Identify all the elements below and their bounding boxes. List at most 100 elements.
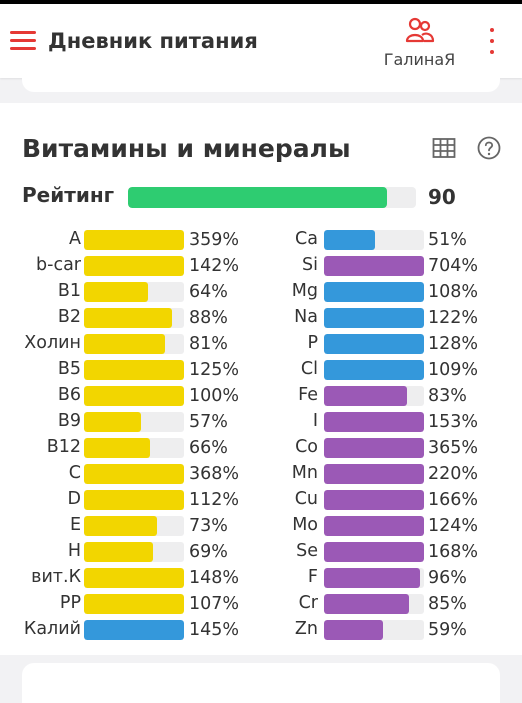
nutrient-percent: 57%: [189, 412, 228, 432]
nutrient-bar-fill: [84, 620, 184, 640]
nutrient-bar-fill: [84, 412, 141, 432]
nutrient-label: Mo: [292, 515, 318, 535]
nutrient-row: B1 64%: [0, 280, 522, 306]
nutrient-percent: 704%: [428, 256, 479, 276]
nutrient-bar: [324, 230, 424, 250]
nutrient-row: Mo 124%: [0, 514, 522, 540]
nutrient-row: Co 365%: [0, 436, 522, 462]
nutrient-bar-fill: [324, 412, 424, 432]
nutrient-row: F 96%: [0, 566, 522, 592]
nutrient-label: Fe: [298, 385, 318, 405]
nutrient-bar-fill: [84, 594, 184, 614]
nutrient-label: Zn: [294, 619, 318, 639]
nutrient-bar-fill: [324, 490, 424, 510]
nutrient-percent: 64%: [189, 282, 228, 302]
nutrient-row: A 359%: [0, 228, 522, 254]
nutrient-label: B2: [57, 307, 81, 327]
nutrient-label: Калий: [23, 619, 81, 639]
nutrient-label: Si: [302, 255, 318, 275]
vitamins-card: Витамины и минералы Рейтинг 90 A 359% b-ca…: [0, 103, 522, 655]
nutrient-bar: [324, 386, 424, 406]
nutrient-bar: [84, 568, 184, 588]
table-icon[interactable]: [432, 137, 456, 159]
nutrient-bar: [324, 282, 424, 302]
nutrient-bar: [84, 542, 184, 562]
nutrient-bar: [324, 256, 424, 276]
nutrient-label: A: [69, 229, 81, 249]
nutrient-bar: [84, 490, 184, 510]
nutrient-bar-fill: [84, 464, 184, 484]
nutrient-row: Si 704%: [0, 254, 522, 280]
menu-icon[interactable]: [10, 30, 36, 52]
nutrient-percent: 51%: [428, 230, 467, 250]
nutrient-bar-fill: [324, 230, 375, 250]
nutrient-percent: 368%: [189, 464, 240, 484]
nutrient-percent: 128%: [428, 334, 479, 354]
help-icon[interactable]: [477, 136, 501, 160]
nutrient-row: Fe 83%: [0, 384, 522, 410]
nutrient-bar-fill: [84, 360, 184, 380]
nutrient-row: Cu 166%: [0, 488, 522, 514]
nutrient-percent: 73%: [189, 516, 228, 536]
nutrient-bar: [324, 334, 424, 354]
nutrient-percent: 96%: [428, 568, 467, 588]
nutrient-label: I: [312, 411, 318, 431]
nutrient-bar-fill: [324, 620, 383, 640]
nutrient-percent: 83%: [428, 386, 467, 406]
user-name: ГалинаЯ: [383, 50, 456, 69]
nutrient-bar: [324, 412, 424, 432]
nutrient-label: b-car: [36, 255, 81, 275]
nutrient-bar-fill: [84, 490, 184, 510]
nutrient-bar-fill: [84, 542, 153, 562]
rating-bar: [128, 187, 416, 208]
nutrient-label: Холин: [24, 333, 81, 353]
nutrient-label: Na: [294, 307, 318, 327]
user-switch-button[interactable]: ГалинаЯ: [372, 14, 467, 74]
nutrient-row: I 153%: [0, 410, 522, 436]
nutrient-bar: [324, 620, 424, 640]
nutrient-bar: [84, 620, 184, 640]
rating-label: Рейтинг: [22, 183, 115, 207]
nutrient-bar: [324, 360, 424, 380]
nutrient-label: F: [307, 567, 318, 587]
nutrient-bar-fill: [84, 568, 184, 588]
nutrient-percent: 81%: [189, 334, 228, 354]
nutrient-row: Zn 59%: [0, 618, 522, 644]
previous-card: [22, 78, 500, 92]
nutrient-bar: [84, 516, 184, 536]
nutrient-label: E: [69, 515, 81, 535]
nutrient-bar: [84, 230, 184, 250]
nutrient-bar-fill: [324, 438, 424, 458]
nutrient-percent: 124%: [428, 516, 479, 536]
nutrient-bar-fill: [324, 308, 424, 328]
nutrient-bar-fill: [324, 594, 409, 614]
rating-bar-fill: [128, 187, 388, 208]
nutrient-label: Ca: [295, 229, 318, 249]
nutrient-bar: [324, 308, 424, 328]
nutrient-bar-fill: [324, 386, 407, 406]
rating-value: 90: [428, 185, 456, 209]
nutrient-bar: [84, 308, 184, 328]
nutrient-bar-fill: [84, 308, 172, 328]
nutrient-bar-fill: [324, 334, 424, 354]
nutrient-percent: 365%: [428, 438, 479, 458]
nutrient-row: Na 122%: [0, 306, 522, 332]
nutrient-row: Калий 145%: [0, 618, 522, 644]
nutrient-label: Se: [296, 541, 318, 561]
nutrient-percent: 100%: [189, 386, 240, 406]
nutrient-bar: [84, 282, 184, 302]
nutrient-bar-fill: [84, 438, 150, 458]
nutrient-percent: 153%: [428, 412, 479, 432]
nutrient-row: PP 107%: [0, 592, 522, 618]
nutrient-label: PP: [59, 593, 81, 613]
nutrient-percent: 145%: [189, 620, 240, 640]
app-bar: Дневник питания ГалинаЯ: [0, 4, 522, 78]
nutrient-bar: [84, 412, 184, 432]
nutrient-row: D 112%: [0, 488, 522, 514]
more-vertical-icon[interactable]: [484, 26, 500, 60]
nutrient-percent: 148%: [189, 568, 240, 588]
nutrient-percent: 168%: [428, 542, 479, 562]
nutrient-row: P 128%: [0, 332, 522, 358]
nutrient-row: Cr 85%: [0, 592, 522, 618]
nutrient-label: B6: [57, 385, 81, 405]
